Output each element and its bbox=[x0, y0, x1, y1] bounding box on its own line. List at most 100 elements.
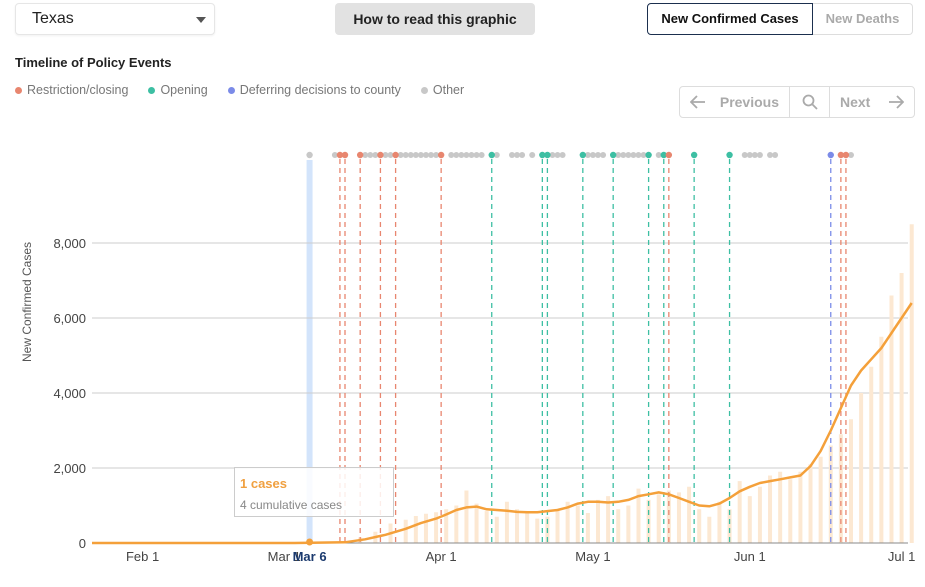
legend-label: Deferring decisions to county bbox=[239, 83, 401, 97]
next-label: Next bbox=[840, 94, 871, 110]
arrow-right-icon bbox=[889, 95, 904, 109]
event-dot-other bbox=[746, 152, 753, 158]
chevron-down-icon bbox=[196, 17, 206, 23]
legend-dot-opening bbox=[148, 86, 156, 94]
y-tick-label: 4,000 bbox=[53, 386, 86, 401]
bar bbox=[859, 393, 864, 543]
bar bbox=[879, 336, 884, 543]
bar bbox=[403, 519, 408, 543]
event-dot-other bbox=[493, 152, 500, 158]
event-dot-other bbox=[412, 152, 419, 158]
event-dot bbox=[306, 151, 313, 159]
bar bbox=[818, 456, 823, 543]
previous-event-button[interactable]: Previous bbox=[680, 87, 790, 117]
new-confirmed-cases-tab[interactable]: New Confirmed Cases bbox=[647, 3, 813, 35]
legend-dot-restriction bbox=[15, 86, 22, 94]
bar bbox=[656, 494, 661, 543]
event-dot-other bbox=[584, 152, 591, 158]
x-tick-label: Mar 1 bbox=[268, 549, 301, 564]
legend-label: Opening bbox=[160, 83, 208, 97]
bar bbox=[434, 512, 439, 543]
bar bbox=[778, 471, 783, 543]
tooltip-cumulative: 4 cumulative cases bbox=[240, 498, 343, 512]
bar bbox=[909, 224, 914, 543]
event-legend: Restriction/closing Opening Deferring de… bbox=[15, 83, 484, 97]
event-dot bbox=[488, 151, 495, 159]
y-tick-label: 2,000 bbox=[53, 461, 86, 476]
bar bbox=[808, 464, 813, 543]
bar bbox=[606, 496, 611, 543]
event-dot-other bbox=[767, 152, 774, 158]
legend-item-restriction: Restriction/closing bbox=[15, 83, 128, 97]
bar bbox=[585, 513, 590, 543]
y-axis-label: New Confirmed Cases bbox=[20, 242, 34, 362]
event-dot-other bbox=[372, 152, 379, 158]
bar bbox=[757, 486, 762, 543]
y-tick-label: 6,000 bbox=[53, 311, 86, 326]
event-dot-other bbox=[625, 152, 632, 158]
y-tick-label: 0 bbox=[79, 536, 86, 551]
event-dot-other bbox=[473, 152, 480, 158]
event-dot-other bbox=[433, 152, 440, 158]
bar bbox=[504, 501, 509, 543]
event-dot-other bbox=[529, 152, 536, 158]
bar bbox=[413, 516, 418, 543]
search-icon bbox=[802, 94, 818, 110]
hover-tooltip: 1 cases 4 cumulative cases bbox=[234, 467, 394, 517]
bar bbox=[474, 503, 479, 543]
event-dot bbox=[660, 151, 667, 159]
event-navigator: Previous Next bbox=[679, 86, 915, 118]
legend-item-deferring: Deferring decisions to county bbox=[227, 83, 401, 97]
new-deaths-tab[interactable]: New Deaths bbox=[813, 3, 913, 35]
event-dot-other bbox=[468, 152, 475, 158]
average-line bbox=[92, 302, 913, 545]
event-dot-other bbox=[554, 152, 561, 158]
bar bbox=[788, 479, 793, 543]
bar bbox=[596, 499, 600, 543]
state-select[interactable]: Texas bbox=[15, 3, 215, 35]
event-dot bbox=[645, 151, 652, 159]
highlight-date-label: Mar 6 bbox=[293, 549, 327, 564]
bar bbox=[555, 509, 560, 543]
search-event-button[interactable] bbox=[790, 87, 830, 117]
how-to-read-button[interactable]: How to read this graphic bbox=[335, 3, 535, 35]
event-dot-other bbox=[640, 152, 647, 158]
x-tick-label: Apr 1 bbox=[426, 549, 457, 564]
arrow-left-icon bbox=[690, 95, 705, 109]
event-dot-other bbox=[630, 152, 637, 158]
event-dot-other bbox=[453, 152, 460, 158]
x-tick-label: Feb 1 bbox=[126, 549, 159, 564]
bar bbox=[575, 505, 580, 543]
event-dot-other bbox=[508, 152, 515, 158]
event-dot-other bbox=[751, 152, 758, 158]
event-dot bbox=[544, 151, 551, 159]
event-dot-other bbox=[635, 152, 642, 158]
bar bbox=[494, 516, 499, 543]
event-dot-other bbox=[397, 152, 404, 158]
bar bbox=[889, 295, 894, 543]
event-dot-other bbox=[620, 152, 627, 158]
event-dot bbox=[392, 151, 399, 159]
event-dot-other bbox=[519, 152, 526, 158]
event-dot-other bbox=[422, 152, 429, 158]
event-dot-other bbox=[362, 152, 369, 158]
bar bbox=[737, 481, 742, 543]
bar bbox=[717, 501, 722, 543]
bar bbox=[899, 273, 904, 543]
metric-toggle: New Confirmed Cases New Deaths bbox=[647, 3, 913, 35]
event-dot bbox=[665, 151, 673, 159]
event-dot-other bbox=[848, 152, 854, 158]
event-dot bbox=[690, 151, 698, 159]
event-dot-other bbox=[615, 152, 622, 158]
next-event-button[interactable]: Next bbox=[830, 87, 914, 117]
timeline-title: Timeline of Policy Events bbox=[15, 55, 172, 70]
previous-label: Previous bbox=[719, 94, 779, 110]
legend-item-other: Other bbox=[420, 83, 464, 97]
event-dot-other bbox=[387, 152, 394, 158]
tooltip-cases: 1 cases bbox=[240, 476, 287, 491]
bar bbox=[727, 509, 732, 543]
event-dot bbox=[336, 151, 344, 159]
event-dot-other bbox=[589, 152, 596, 158]
event-dot-other bbox=[514, 152, 521, 158]
event-dot-other bbox=[478, 152, 485, 158]
